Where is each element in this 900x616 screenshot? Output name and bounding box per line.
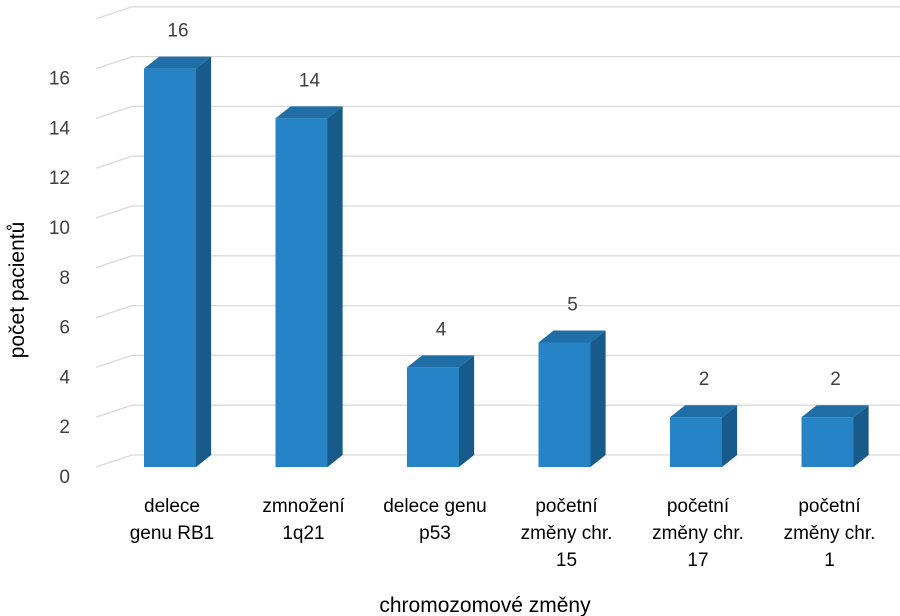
bar-top-face bbox=[538, 330, 606, 343]
gridline bbox=[95, 255, 900, 269]
bar-front-face bbox=[538, 342, 591, 467]
bar-side-face bbox=[196, 56, 212, 467]
y-tick-label: 10 bbox=[49, 218, 70, 239]
gridline bbox=[95, 304, 900, 319]
data-label: 16 bbox=[167, 21, 188, 42]
bar bbox=[801, 405, 869, 467]
data-labels: 16 14 4 5 2 2 bbox=[167, 21, 840, 391]
bar bbox=[144, 56, 212, 467]
x-axis-categories: delece genu RB1 zmnožení 1q21 delece genu p53… bbox=[130, 496, 876, 571]
data-label: 4 bbox=[436, 319, 447, 340]
gridline bbox=[95, 6, 900, 20]
x-category-label: delece genu RB1 bbox=[130, 496, 215, 544]
bar-side-face bbox=[853, 405, 869, 467]
y-tick-label: 12 bbox=[49, 168, 70, 189]
bar-top-face bbox=[407, 355, 475, 368]
gridline bbox=[95, 404, 900, 418]
gridlines bbox=[95, 6, 900, 468]
bar-side-face bbox=[327, 106, 343, 468]
x-category-label: zmnožení 1q21 bbox=[262, 496, 345, 544]
gridline bbox=[95, 155, 900, 169]
x-category-label: početní změny chr. 17 bbox=[652, 496, 744, 571]
y-axis-title: počet pacientů bbox=[6, 222, 29, 359]
x-axis-title: chromozomové změny bbox=[379, 594, 591, 616]
bar-front-face bbox=[670, 417, 722, 467]
y-axis-ticks: 0 2 4 6 8 10 12 14 16 bbox=[49, 69, 71, 488]
y-tick-label: 4 bbox=[59, 367, 70, 388]
gridline bbox=[95, 454, 900, 468]
bar bbox=[670, 405, 738, 467]
bar bbox=[275, 106, 343, 468]
bar-side-face bbox=[722, 405, 738, 467]
bar-front-face bbox=[144, 68, 196, 467]
x-category-label: delece genu p53 bbox=[383, 496, 487, 544]
bar-front-face bbox=[275, 118, 328, 468]
y-tick-label: 0 bbox=[59, 467, 70, 488]
bar-top-face bbox=[801, 405, 869, 418]
y-tick-label: 2 bbox=[59, 417, 70, 438]
data-label: 14 bbox=[299, 70, 321, 91]
data-label: 2 bbox=[699, 369, 710, 390]
bar-top-face bbox=[275, 106, 343, 119]
bar-front-face bbox=[407, 367, 459, 467]
x-category-label: početní změny chr. 1 bbox=[784, 496, 876, 571]
gridline bbox=[95, 55, 900, 70]
bar-top-face bbox=[670, 405, 738, 418]
y-tick-label: 8 bbox=[59, 268, 70, 289]
gridline bbox=[95, 205, 900, 219]
data-label: 5 bbox=[567, 295, 578, 316]
y-tick-label: 16 bbox=[49, 69, 70, 90]
bar-side-face bbox=[459, 355, 475, 467]
x-category-label: početní změny chr. 15 bbox=[521, 496, 613, 571]
gridline bbox=[95, 354, 900, 369]
bar-front-face bbox=[801, 417, 854, 467]
bar-top-face bbox=[144, 56, 212, 69]
bars bbox=[144, 56, 869, 468]
y-tick-label: 14 bbox=[49, 118, 71, 139]
bar bbox=[407, 355, 475, 467]
gridline bbox=[95, 105, 900, 120]
y-tick-label: 6 bbox=[59, 318, 70, 339]
bar bbox=[538, 330, 606, 467]
data-label: 2 bbox=[830, 369, 841, 390]
bar-side-face bbox=[590, 330, 606, 467]
